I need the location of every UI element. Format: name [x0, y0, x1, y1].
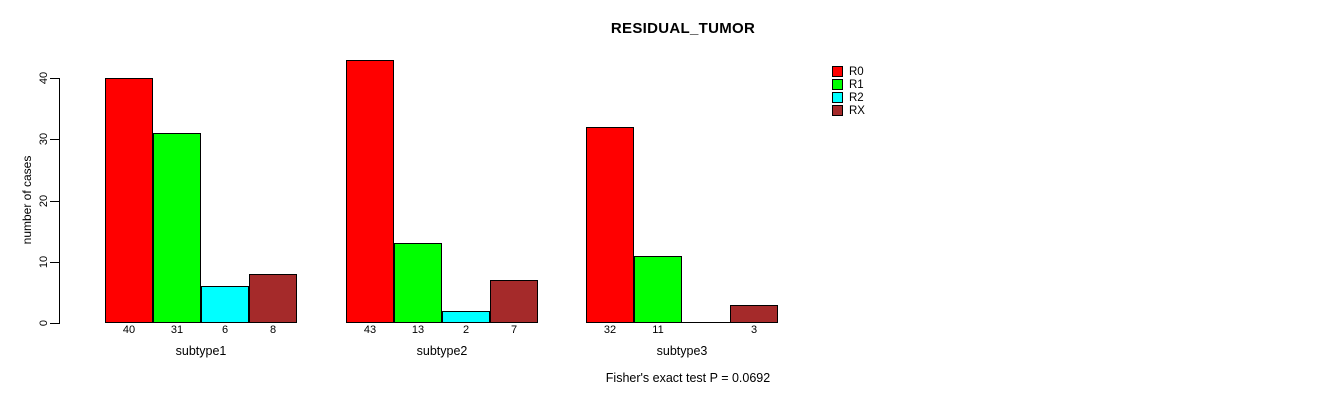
- fisher-test-annotation: Fisher's exact test P = 0.0692: [605, 371, 771, 385]
- bar-R0-subtype3: [586, 127, 634, 323]
- bar-value-label: 32: [603, 324, 617, 336]
- bar-R1-subtype3: [634, 256, 682, 323]
- chart-title: RESIDUAL_TUMOR: [610, 20, 756, 37]
- bar-RX-subtype1: [249, 274, 297, 323]
- bar-R0-subtype1: [105, 78, 153, 323]
- bar-RX-subtype3: [730, 305, 778, 323]
- x-category-label: subtype2: [416, 344, 468, 358]
- bar-value-label: 43: [363, 324, 377, 336]
- x-category-label: subtype1: [175, 344, 227, 358]
- bar-value-label: 13: [411, 324, 425, 336]
- bar-value-label: 11: [652, 324, 664, 336]
- x-category-label: subtype3: [656, 344, 708, 358]
- legend-swatch-R2: [832, 92, 843, 103]
- bar-R2-subtype1: [201, 286, 249, 323]
- y-tick-label: 10: [38, 255, 50, 269]
- y-tick-label: 0: [38, 319, 50, 327]
- bar-value-label: 6: [221, 324, 229, 336]
- bar-value-label: 8: [269, 324, 277, 336]
- y-tick: [50, 262, 59, 263]
- bar-value-label: 7: [510, 324, 518, 336]
- bar-value-label: 2: [462, 324, 470, 336]
- bar-R2-subtype3-zero: [682, 322, 730, 323]
- bar-R2-subtype2: [442, 311, 490, 323]
- bar-RX-subtype2: [490, 280, 538, 323]
- bar-R1-subtype2: [394, 243, 442, 323]
- legend-swatch-R1: [832, 79, 843, 90]
- y-tick: [50, 139, 59, 140]
- y-axis-line: [59, 78, 60, 324]
- y-axis-title: number of cases: [20, 155, 34, 245]
- bar-R1-subtype1: [153, 133, 201, 323]
- bar-value-label: 40: [122, 324, 136, 336]
- y-tick-label: 40: [38, 71, 50, 85]
- bar-value-label: 3: [750, 324, 758, 336]
- y-tick-label: 20: [38, 194, 50, 208]
- bar-R0-subtype2: [346, 60, 394, 323]
- legend-label-R1: R1: [849, 79, 864, 91]
- y-tick: [50, 201, 59, 202]
- legend-label-R2: R2: [849, 92, 864, 104]
- y-tick: [50, 78, 59, 79]
- legend-label-R0: R0: [849, 66, 864, 78]
- legend-label-RX: RX: [849, 105, 865, 117]
- bar-value-label: 31: [170, 324, 184, 336]
- legend-swatch-RX: [832, 105, 843, 116]
- y-tick-label: 30: [38, 132, 50, 146]
- legend-swatch-R0: [832, 66, 843, 77]
- y-tick: [50, 323, 59, 324]
